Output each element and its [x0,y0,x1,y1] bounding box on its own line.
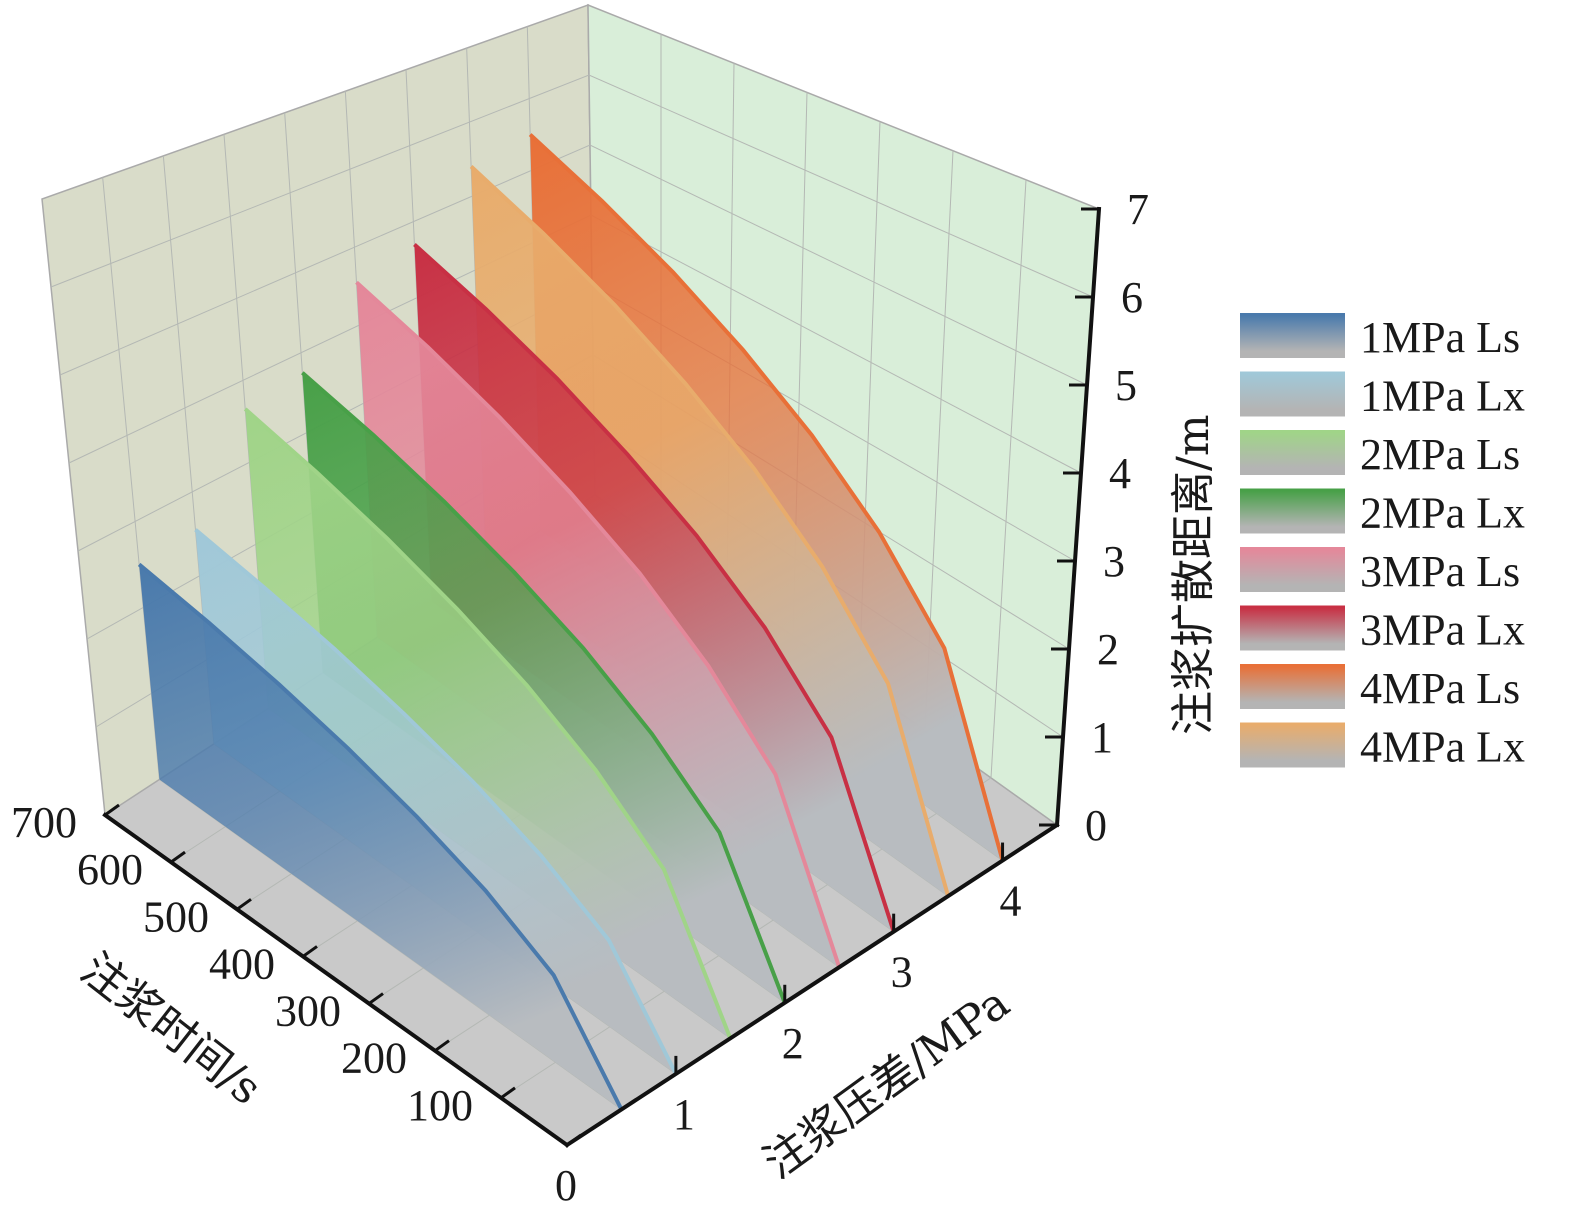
y-tick-label: 300 [275,987,341,1036]
legend-swatch [1240,605,1345,651]
legend-label: 1MPa Lx [1360,372,1525,421]
legend-label: 1MPa Ls [1360,313,1520,362]
y-tick-label: 0 [555,1161,577,1210]
y-tick [236,898,252,911]
z-axis-line [1054,206,1102,828]
legend-label: 3MPa Lx [1360,606,1525,655]
x-axis-line [564,822,1060,1148]
gridline-x [102,177,160,780]
y-tick-label: 500 [143,892,209,941]
wall-1mpa-lx [195,529,676,1074]
wall-2mpa-ls [245,409,731,1039]
z-tick-label: 3 [1103,537,1125,586]
legend-swatch [1240,430,1345,475]
wall-top-edge [413,242,896,933]
x-tick-label: 2 [782,1019,804,1068]
legend-swatch [1240,313,1345,358]
legend-swatch [1240,547,1345,592]
wall-top-edge [301,371,787,1004]
y-axis-line [102,812,570,1148]
legend-label: 2MPa Lx [1360,489,1525,538]
y-tick [302,945,318,958]
x-tick-label: 4 [1000,877,1022,926]
wall-4mpa-lx [471,166,949,897]
legend-swatch [1240,722,1345,768]
y-tick-label: 400 [209,939,275,988]
legend-label: 4MPa Lx [1360,723,1525,772]
wall-3mpa-ls [356,282,840,968]
z-tick-label: 5 [1115,361,1137,410]
legend-label: 4MPa Ls [1360,664,1520,713]
y-tick-label: 600 [77,845,143,894]
y-tick [170,850,186,864]
wall-1mpa-ls [139,564,622,1110]
wall-top-edge [243,407,733,1040]
z-tick-label: 7 [1127,185,1149,234]
z-tick-label: 0 [1085,801,1107,850]
wall-3mpa-lx [414,244,894,932]
y-tick [500,1086,516,1100]
legend-label: 3MPa Ls [1360,547,1520,596]
chart-axes [102,206,1102,1148]
wall-top-edge [194,528,678,1075]
chart-walls [137,133,1005,1111]
wall-2mpa-lx [302,372,785,1003]
gridline-t [990,179,1027,778]
z-tick-label: 4 [1109,449,1131,498]
y-tick [566,1133,582,1147]
legend: 1MPa Ls 1MPa Lx 2MPa Ls 2MPa Lx 3MPa Ls 3MPa … [1240,313,1525,772]
z-tick-label: 2 [1097,625,1119,674]
wall-top-edge [137,562,624,1111]
x-axis-title: 注浆压差/MPa [754,977,1018,1189]
legend-swatch [1240,664,1345,709]
x-tick-label: 1 [673,1090,695,1139]
y-tick [434,1039,450,1052]
y-tick-label: 100 [407,1081,473,1130]
z-tick-label: 6 [1121,273,1143,322]
y-tick-label: 200 [341,1034,407,1083]
z-axis-title: 注浆扩散距离/m [1168,414,1219,735]
wall-top-edge [355,280,842,968]
legend-label: 2MPa Ls [1360,430,1520,479]
y-tick [104,803,120,817]
wall-top-edge [528,133,1005,862]
legend-swatch [1240,371,1345,417]
z-tick-label: 1 [1091,713,1113,762]
y-tick [368,992,384,1005]
y-tick-label: 700 [11,798,77,847]
x-tick-label: 3 [891,948,913,997]
legend-swatch [1240,488,1345,534]
wall-top-edge [469,165,951,897]
